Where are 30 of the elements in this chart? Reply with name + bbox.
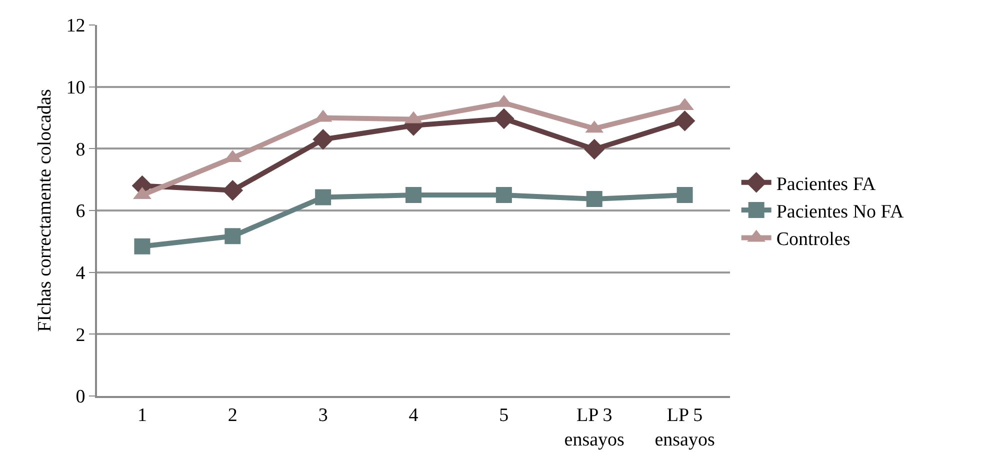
y-tick-label: 10 bbox=[66, 77, 86, 98]
point bbox=[584, 138, 605, 160]
y-tick-label: 6 bbox=[76, 201, 86, 222]
legend-label: Pacientes FA bbox=[776, 174, 876, 195]
x-tick-label: 2 bbox=[228, 404, 238, 426]
point bbox=[676, 187, 693, 204]
point bbox=[586, 191, 602, 208]
point bbox=[315, 189, 332, 206]
x-tick-label: 1 bbox=[137, 404, 147, 426]
point bbox=[222, 180, 244, 201]
x-tick-label: 3 bbox=[318, 404, 328, 426]
legend-label: Pacientes No FA bbox=[776, 201, 904, 222]
x-tick-label: 4 bbox=[408, 404, 419, 426]
point bbox=[406, 187, 422, 204]
y-tick-label: 8 bbox=[76, 139, 86, 160]
x-tick-label: LP 5 ensayos bbox=[654, 404, 715, 450]
point bbox=[134, 238, 150, 254]
y-tick-label: 0 bbox=[76, 386, 86, 408]
point bbox=[496, 187, 512, 204]
y-axis-title: FIchas correctamente colocadas bbox=[34, 89, 56, 332]
y-tick-label: 4 bbox=[76, 262, 86, 284]
point bbox=[494, 108, 514, 130]
y-tick-label: 2 bbox=[76, 324, 86, 346]
legend-label: Controles bbox=[776, 229, 850, 250]
x-tick-label: LP 3 ensayos bbox=[564, 404, 624, 450]
point bbox=[674, 110, 696, 132]
y-tick-label: 12 bbox=[66, 16, 86, 37]
point bbox=[312, 128, 334, 150]
point bbox=[224, 228, 241, 244]
x-tick-label: 5 bbox=[499, 404, 509, 426]
